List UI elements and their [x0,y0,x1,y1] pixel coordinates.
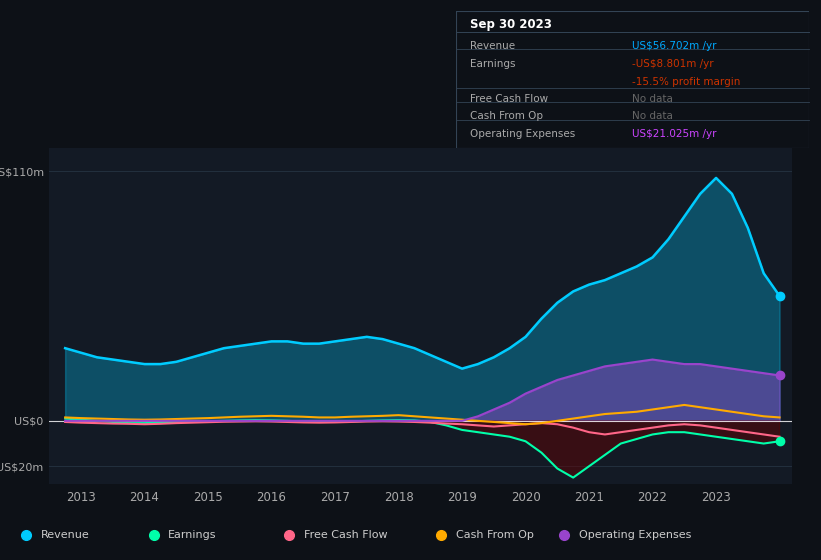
Text: No data: No data [632,111,673,122]
Text: US$56.702m /yr: US$56.702m /yr [632,41,717,52]
Text: Cash From Op: Cash From Op [470,111,543,122]
Text: Cash From Op: Cash From Op [456,530,534,540]
Text: Earnings: Earnings [470,59,516,69]
Text: US$21.025m /yr: US$21.025m /yr [632,129,717,139]
Text: Free Cash Flow: Free Cash Flow [304,530,388,540]
Text: Free Cash Flow: Free Cash Flow [470,94,548,104]
Text: Revenue: Revenue [470,41,515,52]
Text: Sep 30 2023: Sep 30 2023 [470,18,552,31]
Text: -US$8.801m /yr: -US$8.801m /yr [632,59,713,69]
Text: Operating Expenses: Operating Expenses [579,530,691,540]
Text: Revenue: Revenue [41,530,89,540]
Text: Earnings: Earnings [168,530,217,540]
Text: Operating Expenses: Operating Expenses [470,129,575,139]
Text: -15.5% profit margin: -15.5% profit margin [632,77,741,87]
Text: No data: No data [632,94,673,104]
